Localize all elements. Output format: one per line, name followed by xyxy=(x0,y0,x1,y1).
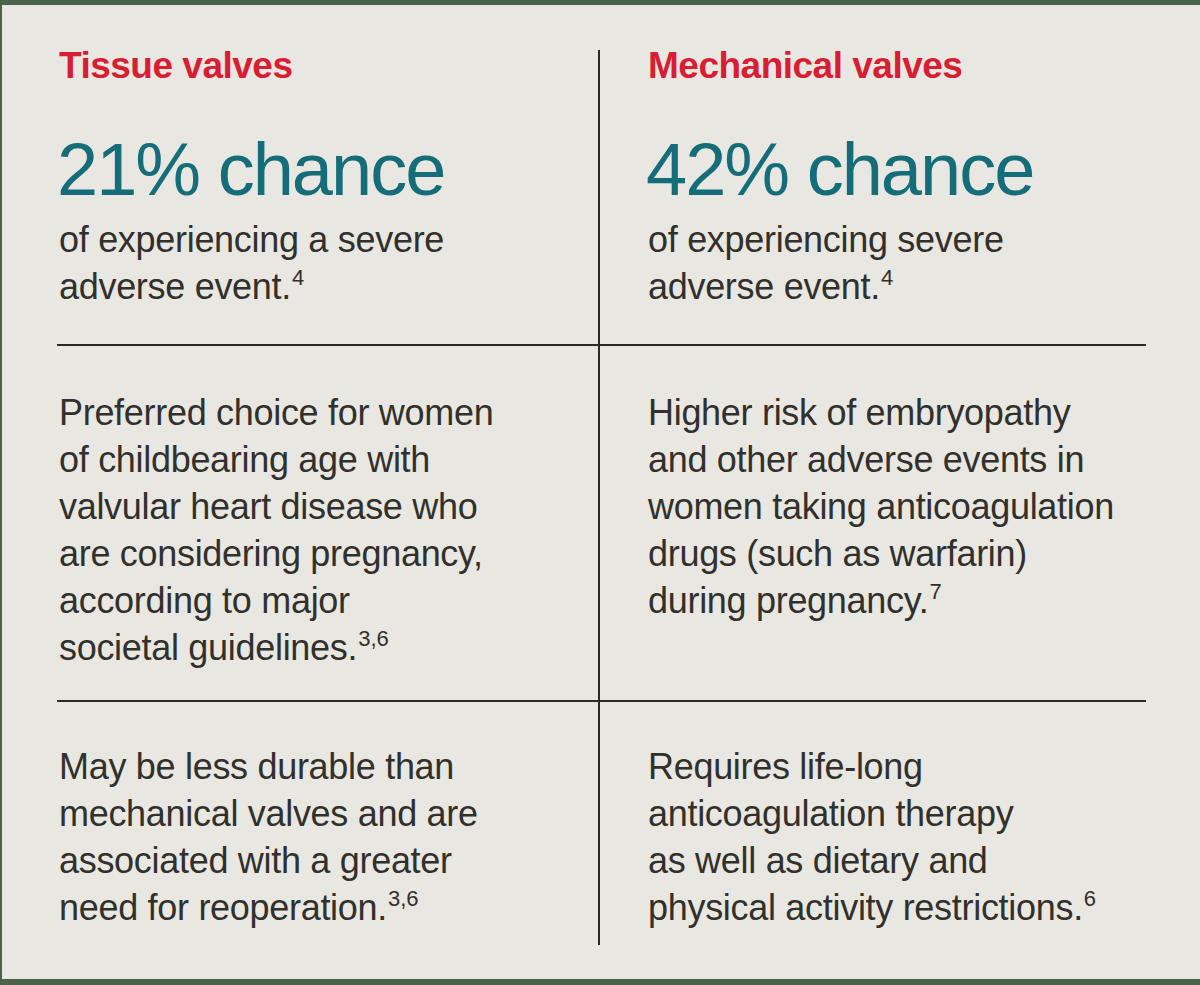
mechanical-anticoagulation-text: Requires life-longanticoagulation therap… xyxy=(648,743,1096,936)
horizontal-divider-1 xyxy=(57,344,1146,346)
text-line: are considering pregnancy, xyxy=(59,530,493,577)
text-line: Higher risk of embryopathy xyxy=(648,389,1114,436)
column-title-tissue-valves: Tissue valves xyxy=(59,45,293,87)
text-line: of experiencing severe xyxy=(648,216,1004,263)
stat-description-mechanical: of experiencing severeadverse event.4 xyxy=(648,216,1004,315)
text-line: Preferred choice for women xyxy=(59,389,493,436)
reference-superscript: 3,6 xyxy=(388,886,419,911)
reference-superscript: 3,6 xyxy=(358,626,389,651)
text-line: as well as dietary and xyxy=(648,837,1096,884)
stat-description-tissue: of experiencing a severeadverse event.4 xyxy=(59,216,444,315)
text-line: Requires life-long xyxy=(648,743,1096,790)
tissue-pregnancy-preference-text: Preferred choice for womenof childbearin… xyxy=(59,389,493,676)
text-line: drugs (such as warfarin) xyxy=(648,530,1114,577)
text-line: valvular heart disease who xyxy=(59,483,493,530)
column-title-mechanical-valves: Mechanical valves xyxy=(648,45,962,87)
text-line: need for reoperation.3,6 xyxy=(59,884,478,936)
text-line: mechanical valves and are xyxy=(59,790,478,837)
horizontal-divider-2 xyxy=(57,700,1146,702)
text-line: May be less durable than xyxy=(59,743,478,790)
text-line: women taking anticoagulation xyxy=(648,483,1114,530)
reference-superscript: 6 xyxy=(1084,886,1096,911)
text-line: during pregnancy.7 xyxy=(648,577,1114,629)
text-line: adverse event.4 xyxy=(648,263,1004,315)
text-line: of experiencing a severe xyxy=(59,216,444,263)
valve-comparison-card: Tissue valves Mechanical valves 21% chan… xyxy=(0,0,1200,985)
text-line: and other adverse events in xyxy=(648,436,1114,483)
text-line: associated with a greater xyxy=(59,837,478,884)
reference-superscript: 7 xyxy=(929,579,941,604)
text-line: adverse event.4 xyxy=(59,263,444,315)
text-line: according to major xyxy=(59,577,493,624)
text-line: societal guidelines.3,6 xyxy=(59,624,493,676)
reference-superscript: 4 xyxy=(881,265,893,290)
reference-superscript: 4 xyxy=(292,265,304,290)
stat-headline-tissue: 21% chance xyxy=(57,133,444,207)
vertical-divider xyxy=(598,50,600,945)
mechanical-embryopathy-risk-text: Higher risk of embryopathyand other adve… xyxy=(648,389,1114,629)
text-line: anticoagulation therapy xyxy=(648,790,1096,837)
text-line: physical activity restrictions.6 xyxy=(648,884,1096,936)
text-line: of childbearing age with xyxy=(59,436,493,483)
tissue-durability-text: May be less durable thanmechanical valve… xyxy=(59,743,478,936)
stat-headline-mechanical: 42% chance xyxy=(646,133,1033,207)
